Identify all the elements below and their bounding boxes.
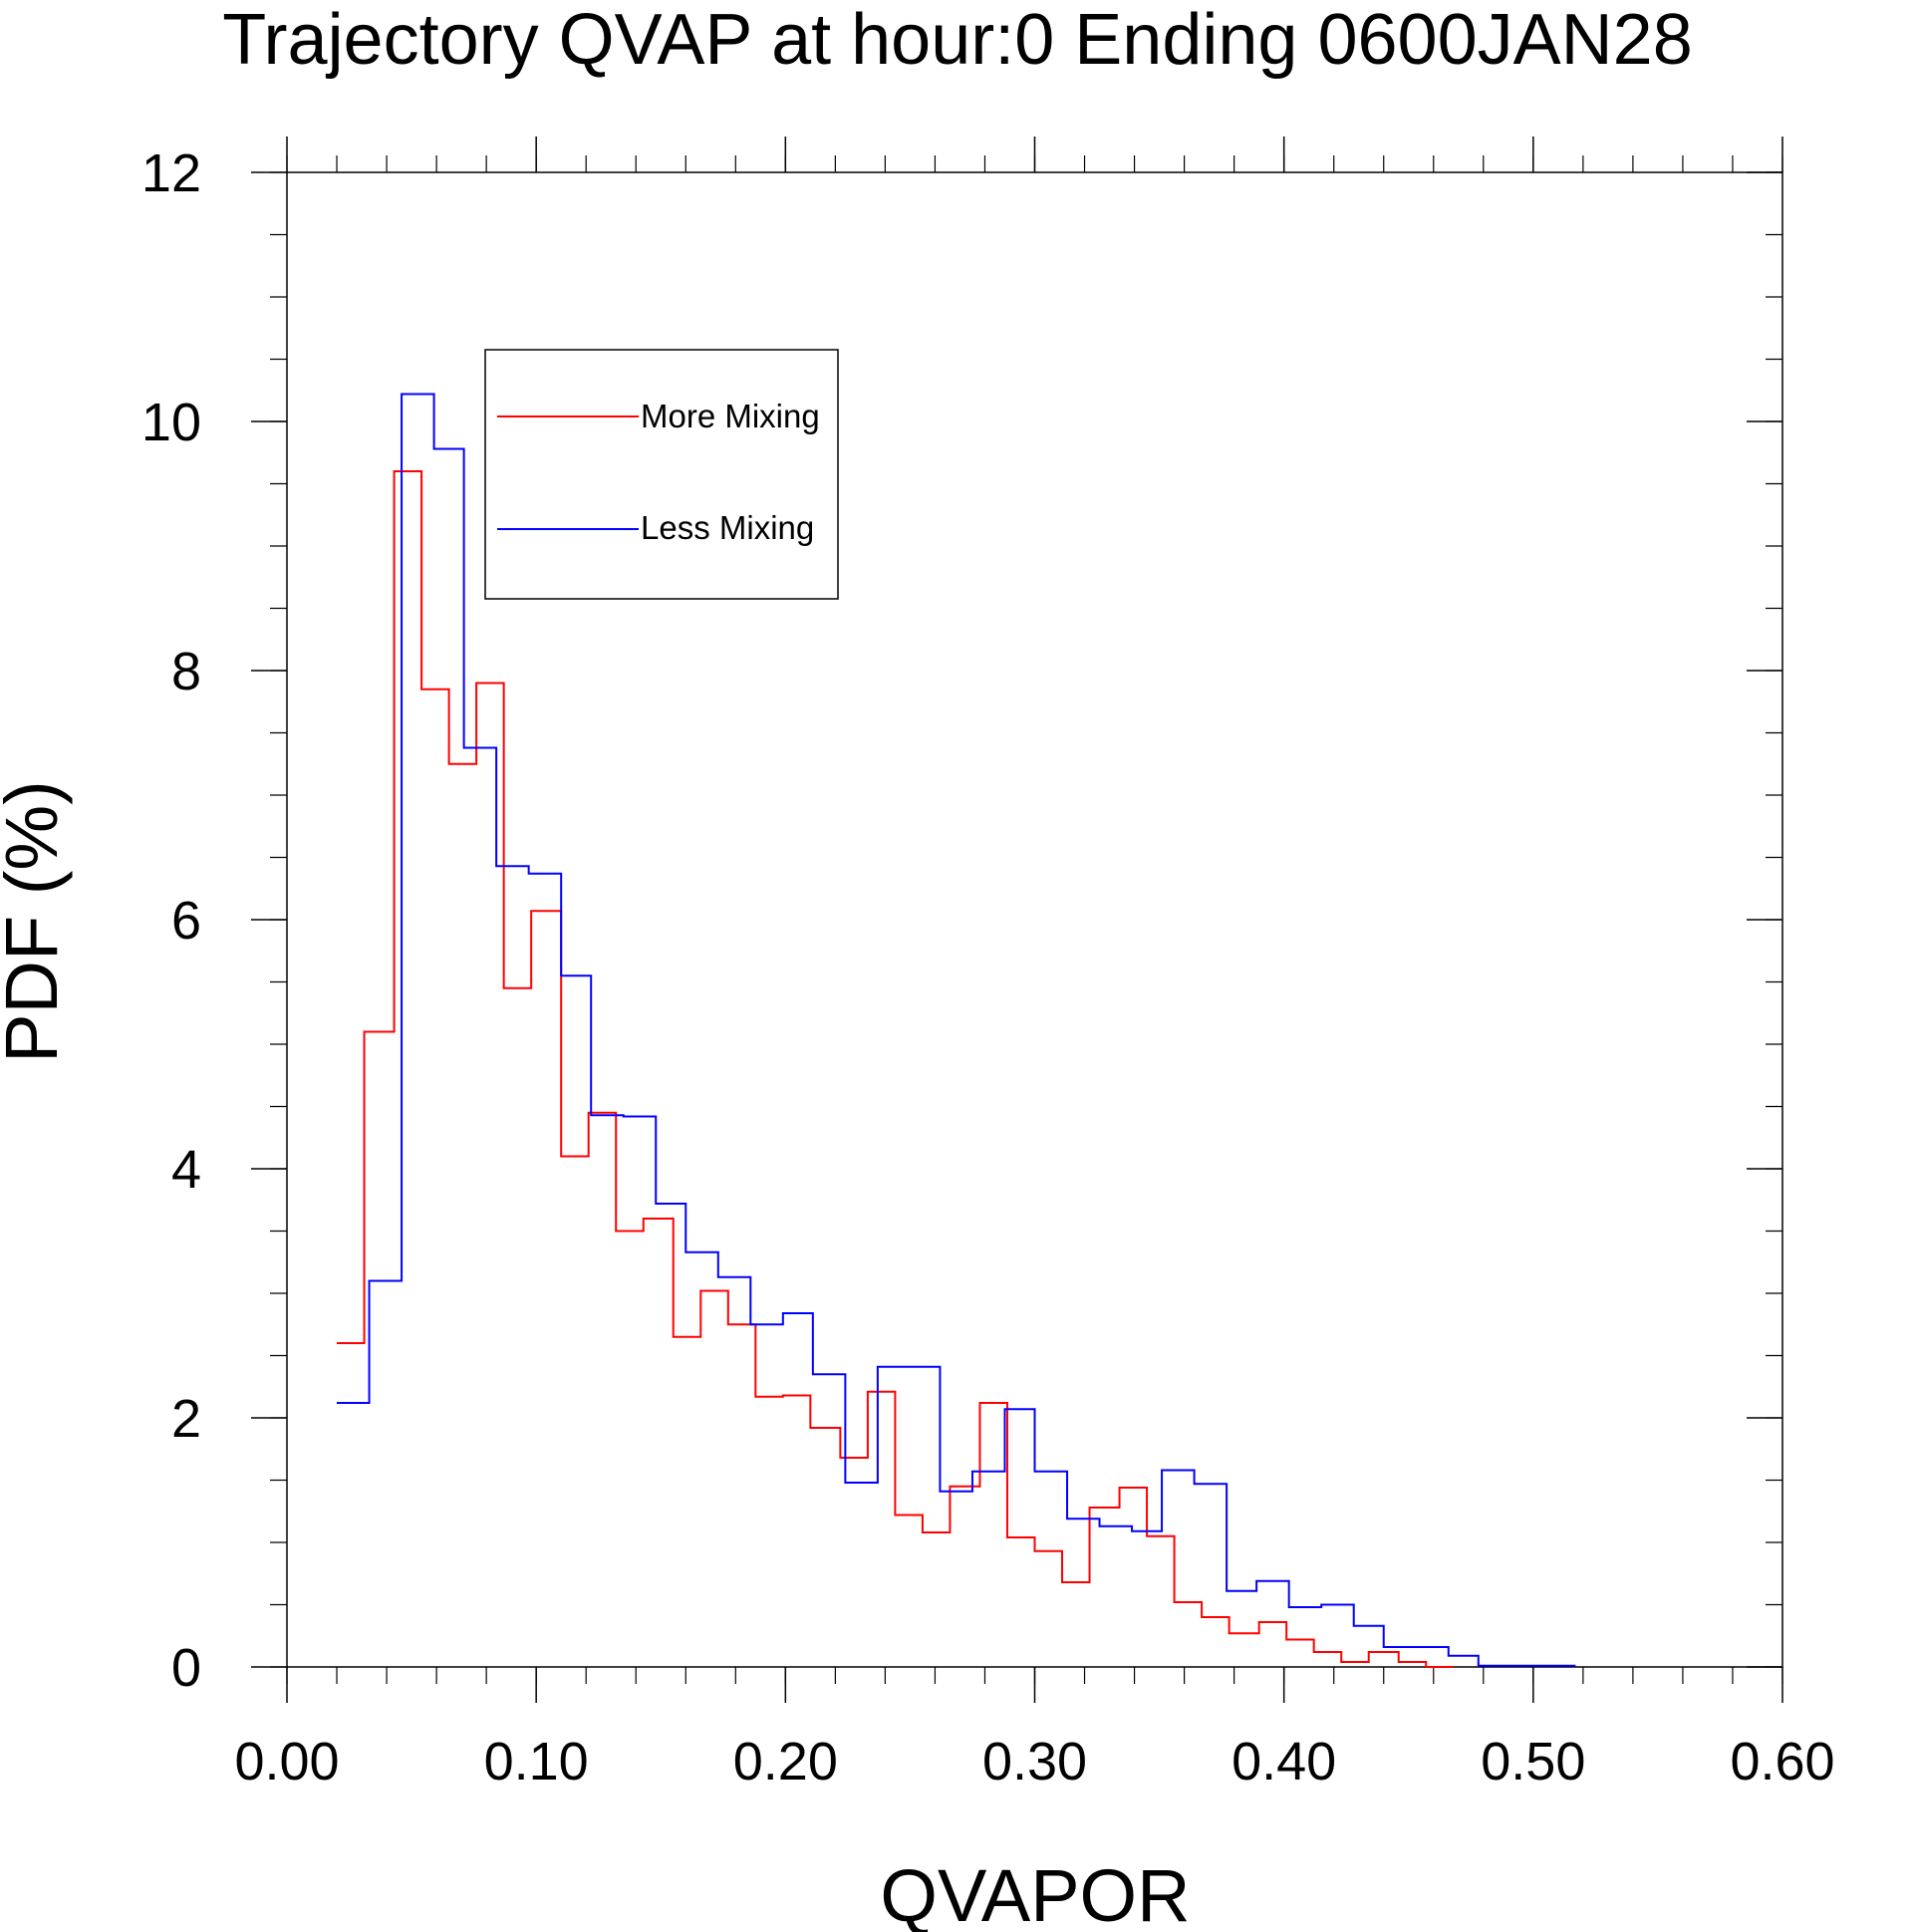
- y-tick-label: 8: [171, 642, 201, 701]
- y-tick-label: 10: [141, 393, 201, 452]
- series-line-0: [337, 470, 1454, 1668]
- x-tick-label: 0.10: [484, 1732, 589, 1792]
- y-axis-title: PDF (%): [0, 780, 73, 1063]
- x-tick-label: 0.60: [1730, 1732, 1834, 1792]
- x-tick-label: 0.40: [1231, 1732, 1336, 1792]
- x-tick-label: 0.00: [234, 1732, 339, 1792]
- series-group: [337, 393, 1576, 1668]
- chart-title: Trajectory QVAP at hour:0 Ending 0600JAN…: [222, 0, 1693, 80]
- legend-label-more-mixing: More Mixing: [641, 398, 820, 434]
- legend-box: [484, 349, 839, 600]
- legend: More Mixing Less Mixing: [484, 349, 839, 600]
- series-line-1: [337, 393, 1576, 1667]
- y-tick-label: 6: [171, 891, 201, 951]
- x-tick-label: 0.30: [982, 1732, 1087, 1792]
- y-tick-label: 2: [171, 1389, 201, 1449]
- x-axis-title: QVAPOR: [880, 1854, 1190, 1932]
- y-tick-label: 0: [171, 1638, 201, 1698]
- axes: 0.00 0.10 0.20 0.30 0.40 0.50 0.60 0 2 4 6 8 10 12: [141, 137, 1835, 1792]
- x-tick-label: 0.50: [1481, 1732, 1585, 1792]
- legend-label-less-mixing: Less Mixing: [641, 509, 814, 546]
- y-tick-label: 12: [141, 143, 201, 203]
- y-tick-label: 4: [171, 1140, 201, 1200]
- x-tick-label: 0.20: [733, 1732, 838, 1792]
